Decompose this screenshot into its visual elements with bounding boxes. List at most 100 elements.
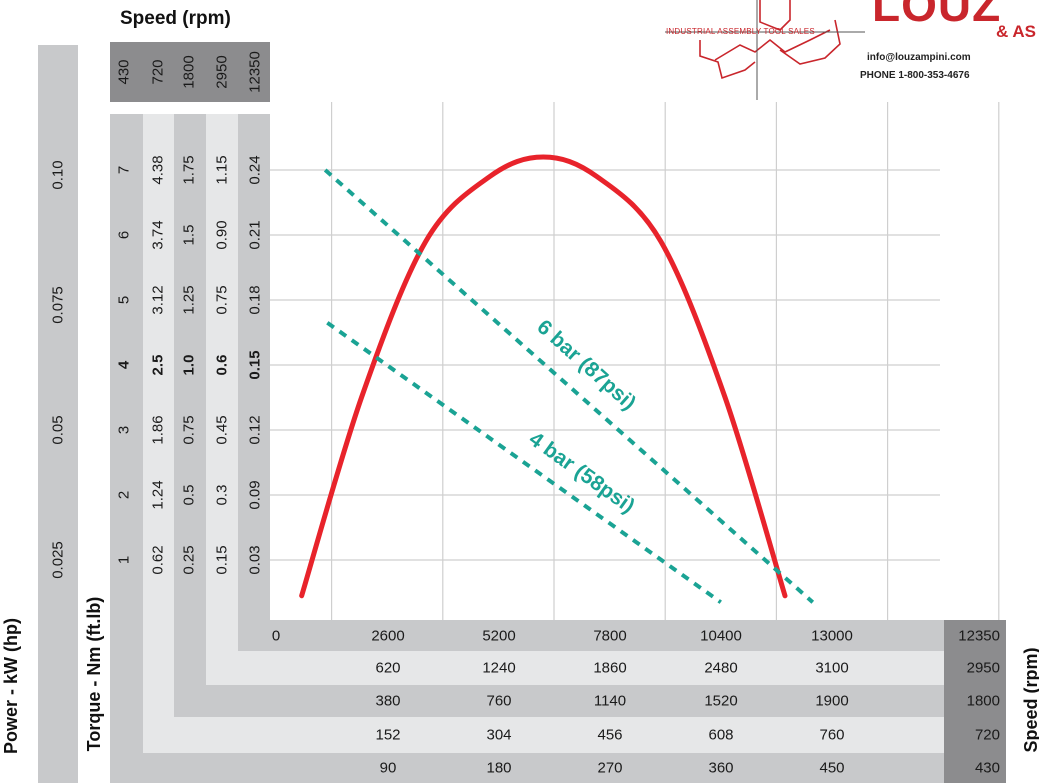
bottom-scale-label: 456: [597, 727, 622, 744]
bottom-scale-label: 360: [708, 760, 733, 777]
right-speed-label: 430: [975, 760, 1000, 777]
pressure-line-1: [323, 168, 815, 604]
bottom-scale-label: 380: [375, 693, 400, 710]
top-speed-label: 2950: [214, 55, 231, 88]
bottom-stripe-2: [206, 651, 944, 685]
right-speed-label: 12350: [958, 628, 1000, 645]
bottom-stripe-3: [174, 685, 944, 717]
torque-tick-label: 0.25: [181, 545, 198, 574]
torque-tick-label: 0.75: [214, 285, 231, 314]
torque-tick-label: 2: [116, 491, 133, 499]
bottom-scale-label: 13000: [811, 628, 853, 645]
torque-tick-label: 1: [116, 556, 133, 564]
bottom-scale-label: 10400: [700, 628, 742, 645]
torque-tick-label: 5: [116, 296, 133, 304]
torque-tick-label: 0.6: [214, 355, 231, 376]
bottom-scale-label: 1860: [593, 660, 626, 677]
torque-tick-label: 0.21: [247, 220, 264, 249]
bottom-scale-label: 608: [708, 727, 733, 744]
bottom-scale-label: 2600: [371, 628, 404, 645]
torque-tick-label: 7: [116, 166, 133, 174]
torque-tick-label: 4.38: [150, 155, 167, 184]
torque-tick-label: 0.24: [247, 155, 264, 184]
logo-phone: PHONE 1-800-353-4676: [860, 70, 970, 81]
scale-3-panel: [174, 114, 206, 717]
top-speed-label: 12350: [247, 51, 264, 93]
gear-crosshair-icon: [665, 0, 865, 100]
torque-tick-label: 0.62: [150, 545, 167, 574]
torque-tick-label: 0.5: [181, 485, 198, 506]
torque-tick-label: 1.15: [214, 155, 231, 184]
bottom-scale-label: 1900: [815, 693, 848, 710]
axis-labels-layer: 0.0250.050.0750.1012345670.621.241.862.5…: [50, 51, 1001, 776]
bottom-scale-label: 0: [272, 628, 280, 645]
scale-5-panel: [238, 114, 270, 651]
top-speed-label: 430: [116, 59, 133, 84]
right-speed-label: 1800: [967, 693, 1000, 710]
company-logo: INDUSTRIAL ASSEMBLY TOOL SALES LOUZ & AS…: [660, 0, 1039, 100]
torque-tick-label: 1.5: [181, 225, 198, 246]
bottom-scale-label: 7800: [593, 628, 626, 645]
top-speed-label: 1800: [181, 55, 198, 88]
bottom-scale-label: 450: [819, 760, 844, 777]
bottom-stripe-1: [238, 620, 944, 651]
torque-tick-label: 3.74: [150, 220, 167, 249]
power-tick-label: 0.10: [50, 160, 67, 189]
torque-tick-label: 3: [116, 426, 133, 434]
bottom-scale-label: 3100: [815, 660, 848, 677]
top-speed-label: 720: [150, 59, 167, 84]
bottom-scale-label: 1520: [704, 693, 737, 710]
torque-tick-label: 0.09: [247, 480, 264, 509]
torque-tick-label: 4: [116, 360, 133, 369]
torque-tick-label: 0.15: [214, 545, 231, 574]
torque-tick-label: 1.0: [181, 355, 198, 376]
logo-email: info@louzampini.com: [867, 52, 971, 63]
bottom-scale-label: 5200: [482, 628, 515, 645]
torque-tick-label: 0.45: [214, 415, 231, 444]
power-curve-layer: [299, 154, 788, 599]
power-tick-label: 0.025: [50, 541, 67, 579]
bottom-scale-label: 152: [375, 727, 400, 744]
bottom-scale-label: 304: [486, 727, 511, 744]
bottom-scale-label: 90: [380, 760, 397, 777]
torque-tick-label: 0.15: [247, 350, 264, 379]
bottom-scale-label: 760: [819, 727, 844, 744]
scale-4-panel: [206, 114, 238, 685]
right-speed-label: 2950: [967, 660, 1000, 677]
power-tick-label: 0.075: [50, 286, 67, 324]
power-curve: [299, 154, 788, 599]
bottom-scale-label: 620: [375, 660, 400, 677]
bottom-scale-label: 760: [486, 693, 511, 710]
logo-brand: LOUZ: [872, 0, 1002, 31]
torque-tick-label: 1.24: [150, 480, 167, 509]
right-speed-label: 720: [975, 727, 1000, 744]
bottom-scale-label: 180: [486, 760, 511, 777]
bottom-scale-label: 270: [597, 760, 622, 777]
right-speed-panel: [944, 620, 1006, 783]
logo-brand-suffix: & AS: [996, 22, 1036, 41]
bottom-stripe-4: [143, 717, 944, 753]
torque-tick-label: 1.75: [181, 155, 198, 184]
bottom-scale-label: 1240: [482, 660, 515, 677]
torque-tick-label: 0.3: [214, 485, 231, 506]
logo-tagline: INDUSTRIAL ASSEMBLY TOOL SALES: [666, 27, 815, 36]
torque-tick-label: 6: [116, 231, 133, 239]
power-tick-label: 0.05: [50, 415, 67, 444]
torque-tick-label: 0.12: [247, 415, 264, 444]
bottom-stripe-5: [110, 753, 944, 783]
torque-tick-label: 1.25: [181, 285, 198, 314]
bottom-scale-label: 1140: [594, 693, 626, 710]
torque-nm-panel: [110, 114, 143, 783]
power-panel: [38, 45, 78, 783]
speed-top-title: Speed (rpm): [120, 8, 231, 29]
torque-tick-label: 3.12: [150, 285, 167, 314]
torque-tick-label: 0.75: [181, 415, 198, 444]
torque-ftlb-panel: [143, 114, 174, 753]
pressure-line-2: [326, 321, 722, 604]
torque-tick-label: 2.5: [150, 355, 167, 376]
top-speed-panel: [110, 42, 270, 102]
torque-tick-label: 0.18: [247, 285, 264, 314]
torque-tick-label: 1.86: [150, 415, 167, 444]
torque-tick-label: 0.03: [247, 545, 264, 574]
